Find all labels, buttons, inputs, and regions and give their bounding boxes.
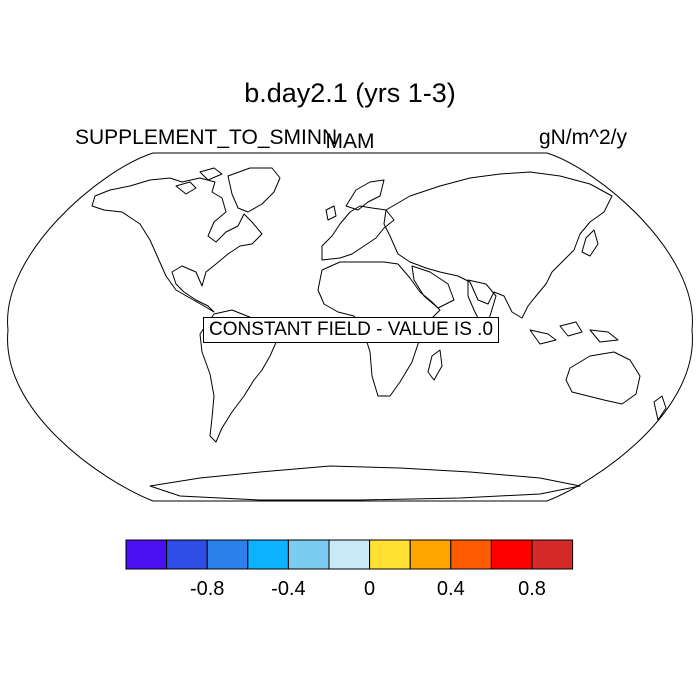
season-label: MAM <box>325 130 375 153</box>
colorbar-tick-label: 0.8 <box>518 578 546 600</box>
variable-name-label: SUPPLEMENT_TO_SMINN <box>75 126 338 149</box>
coastlines <box>91 167 667 501</box>
colorbar-box <box>531 539 574 570</box>
coastline-arctic-islands <box>175 167 223 195</box>
coastline-madagascar <box>427 349 443 381</box>
coastline-greenland <box>227 167 281 213</box>
colorbar-box <box>369 539 411 570</box>
colorbar-tick-label: -0.4 <box>271 578 305 600</box>
colorbar-box <box>490 539 533 570</box>
coastline-north-america <box>91 177 263 313</box>
coastline-japan <box>581 229 599 257</box>
colorbar-box <box>287 539 330 570</box>
colorbar-box <box>409 539 452 570</box>
coastline-british-isles <box>325 205 337 221</box>
coastline-asia <box>383 171 613 319</box>
coastline-africa <box>317 261 441 397</box>
constant-field-notice: CONSTANT FIELD - VALUE IS .0 <box>203 317 500 343</box>
colorbar-box <box>450 539 492 570</box>
colorbar-tick-label: 0.4 <box>437 578 465 600</box>
colorbar-box <box>328 539 371 570</box>
coastline-indonesia <box>529 321 619 345</box>
colorbar-tick-label: 0 <box>364 578 375 600</box>
coastline-scandinavia <box>345 179 385 211</box>
colorbar-box <box>125 539 168 570</box>
coastline-arabia <box>411 265 455 309</box>
units-label: gN/m^2/y <box>538 126 627 149</box>
plot-title: b.day2.1 (yrs 1-3) <box>244 78 456 108</box>
colorbar-box <box>166 539 208 570</box>
colorbar-box <box>206 539 249 570</box>
coastline-new-zealand <box>653 395 667 421</box>
colorbar-tick-label: -0.8 <box>190 578 224 600</box>
colorbar-box <box>247 539 289 570</box>
coastline-antarctica <box>149 465 581 501</box>
coastline-australia <box>565 351 641 405</box>
